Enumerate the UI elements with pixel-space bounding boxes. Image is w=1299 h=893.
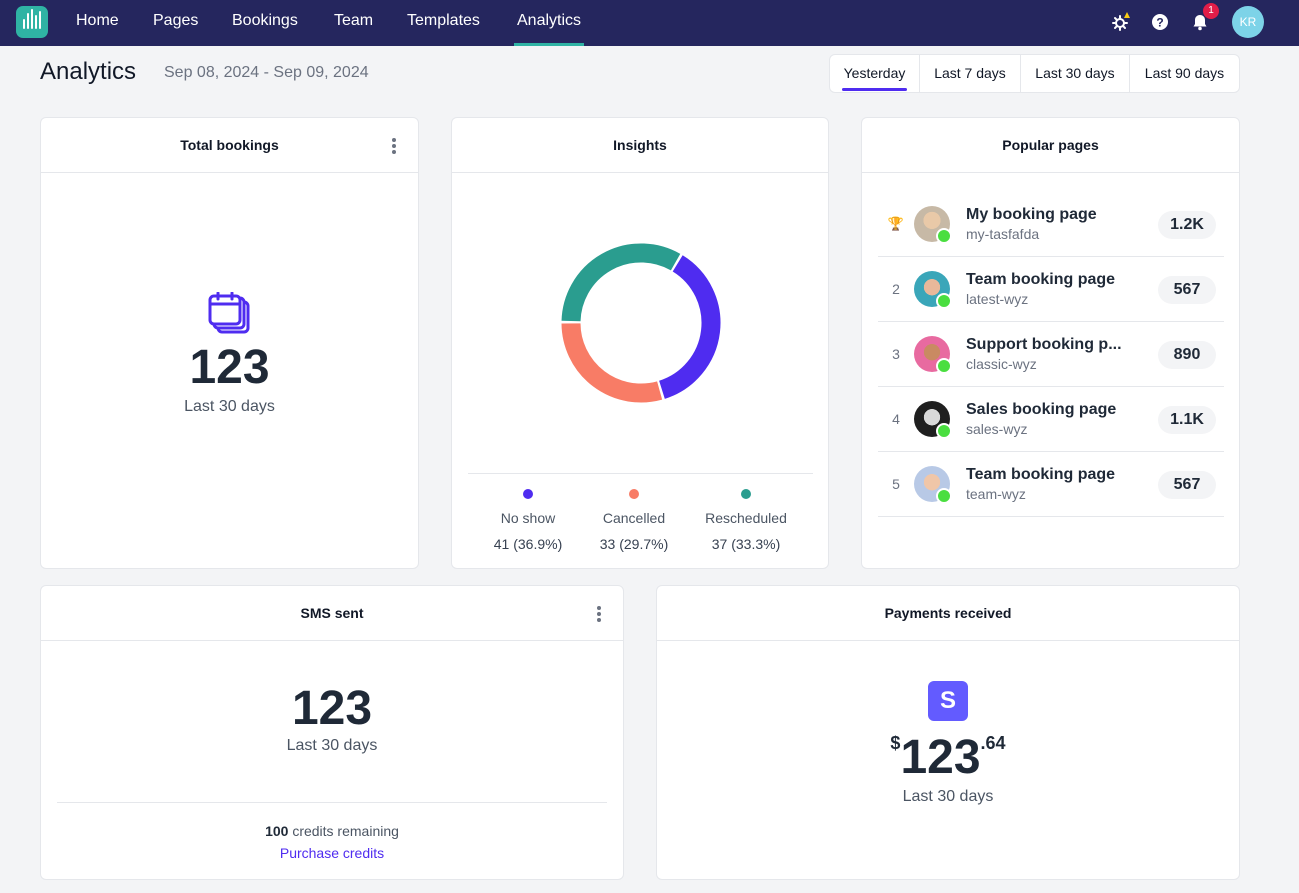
popular-page-row[interactable]: 4 Sales booking page sales-wyz 1.1K	[878, 387, 1224, 452]
page-name: Team booking page	[966, 466, 1116, 483]
nav-templates[interactable]: Templates	[407, 12, 480, 29]
donut-segment-rescheduled	[561, 243, 681, 322]
page-title: Analytics	[40, 58, 137, 85]
page-slug: latest-wyz	[966, 291, 1029, 307]
more-options-icon[interactable]	[596, 606, 602, 622]
online-status-icon	[936, 293, 952, 309]
nav-pages[interactable]: Pages	[153, 12, 199, 29]
popular-page-row[interactable]: 🏆 My booking page my-tasfafda 1.2K	[878, 192, 1224, 257]
stripe-logo-icon: S	[928, 681, 968, 721]
online-status-icon	[936, 423, 952, 439]
sms-sent-card: SMS sent 123 Last 30 days 100 credits re…	[40, 585, 624, 880]
period-label: Last 30 days	[902, 788, 994, 805]
view-count: 567	[1158, 276, 1216, 304]
notification-badge: 1	[1203, 3, 1219, 19]
amount-cents: .64	[980, 733, 1006, 753]
rank: 3	[892, 346, 900, 362]
divider	[468, 473, 813, 474]
period-label: Last 30 days	[286, 737, 378, 754]
card-title: Total bookings	[41, 118, 418, 173]
sms-sent-value: 123	[291, 682, 373, 735]
active-range-indicator	[842, 88, 907, 91]
legend-no-show: No show 41 (36.9%)	[468, 489, 588, 552]
range-yesterday[interactable]: Yesterday	[830, 55, 920, 92]
legend-value: 41 (36.9%)	[493, 536, 563, 552]
range-last-7-days[interactable]: Last 7 days	[920, 55, 1021, 92]
top-navigation: Home Pages Bookings Team Templates Analy…	[0, 0, 1299, 46]
popular-page-row[interactable]: 5 Team booking page team-wyz 567	[878, 452, 1224, 517]
page-name: Support booking p...	[966, 336, 1122, 353]
period-label: Last 30 days	[184, 398, 275, 415]
purchase-credits-link[interactable]: Purchase credits	[279, 845, 385, 861]
total-bookings-value: 123	[189, 341, 270, 394]
legend-label: Rescheduled	[705, 510, 787, 526]
range-last-30-days[interactable]: Last 30 days	[1021, 55, 1130, 92]
page-slug: my-tasfafda	[966, 226, 1040, 242]
card-title: Popular pages	[862, 118, 1239, 173]
card-title: Insights	[452, 118, 828, 173]
legend-dot	[741, 489, 751, 499]
insights-card: Insights No show 41 (36.9%) Cancelled 33…	[451, 117, 829, 569]
nav-team[interactable]: Team	[334, 12, 374, 29]
view-count: 567	[1158, 471, 1216, 499]
card-title: Payments received	[657, 586, 1239, 641]
page-slug: team-wyz	[966, 486, 1026, 502]
rank: 2	[892, 281, 900, 297]
nav-home[interactable]: Home	[76, 12, 119, 29]
date-range-filter: Yesterday Last 7 days Last 30 days Last …	[829, 54, 1240, 93]
online-status-icon	[936, 488, 952, 504]
popular-page-row[interactable]: 3 Support booking p... classic-wyz 890	[878, 322, 1224, 387]
bell-icon[interactable]	[1190, 12, 1210, 32]
popular-page-row[interactable]: 2 Team booking page latest-wyz 567	[878, 257, 1224, 322]
page-name: Sales booking page	[966, 401, 1117, 418]
range-last-90-days[interactable]: Last 90 days	[1144, 65, 1225, 81]
view-count: 890	[1158, 341, 1216, 369]
legend-dot	[523, 489, 533, 499]
legend-label: Cancelled	[602, 510, 666, 526]
more-options-icon[interactable]	[391, 138, 397, 154]
insights-donut-chart	[561, 243, 721, 403]
trophy-icon: 🏆	[887, 216, 905, 231]
online-status-icon	[936, 228, 952, 244]
page-slug: sales-wyz	[966, 421, 1028, 437]
payments-amount: $123.64	[657, 730, 1239, 785]
legend-value: 33 (29.7%)	[599, 536, 669, 552]
legend-value: 37 (33.3%)	[711, 536, 781, 552]
amount-whole: 123	[900, 731, 981, 784]
app-logo-icon[interactable]	[16, 6, 48, 38]
legend-rescheduled: Rescheduled 37 (33.3%)	[686, 489, 806, 552]
settings-warning-icon[interactable]	[1110, 12, 1130, 32]
payments-received-card: Payments received S $123.64 Last 30 days	[656, 585, 1240, 880]
rank: 4	[892, 411, 900, 427]
total-bookings-card: Total bookings 123 Last 30 days	[40, 117, 419, 569]
user-avatar[interactable]: KR	[1232, 6, 1264, 38]
legend-label: No show	[500, 510, 556, 526]
credits-remaining: 100 credits remaining	[41, 823, 623, 839]
legend-cancelled: Cancelled 33 (29.7%)	[574, 489, 694, 552]
rank: 5	[892, 476, 900, 492]
online-status-icon	[936, 358, 952, 374]
page-slug: classic-wyz	[966, 356, 1037, 372]
calendar-stack-icon	[208, 292, 250, 334]
view-count: 1.2K	[1158, 211, 1216, 239]
donut-segment-cancelled	[561, 323, 663, 403]
page-name: My booking page	[966, 206, 1097, 223]
view-count: 1.1K	[1158, 406, 1216, 434]
nav-analytics[interactable]: Analytics	[514, 12, 585, 46]
currency-symbol: $	[890, 733, 901, 753]
credits-count: 100	[265, 823, 289, 839]
credits-label: credits remaining	[292, 823, 399, 839]
popular-pages-card: Popular pages 🏆 My booking page my-tasfa…	[861, 117, 1240, 569]
card-title: SMS sent	[41, 586, 623, 641]
date-range: Sep 08, 2024 - Sep 09, 2024	[164, 64, 369, 81]
legend-dot	[629, 489, 639, 499]
nav-bookings[interactable]: Bookings	[232, 12, 298, 29]
page-name: Team booking page	[966, 271, 1116, 288]
donut-segment-no-show	[658, 255, 721, 399]
divider	[57, 802, 607, 803]
help-icon[interactable]: ?	[1150, 12, 1170, 32]
svg-text:?: ?	[1156, 16, 1163, 30]
